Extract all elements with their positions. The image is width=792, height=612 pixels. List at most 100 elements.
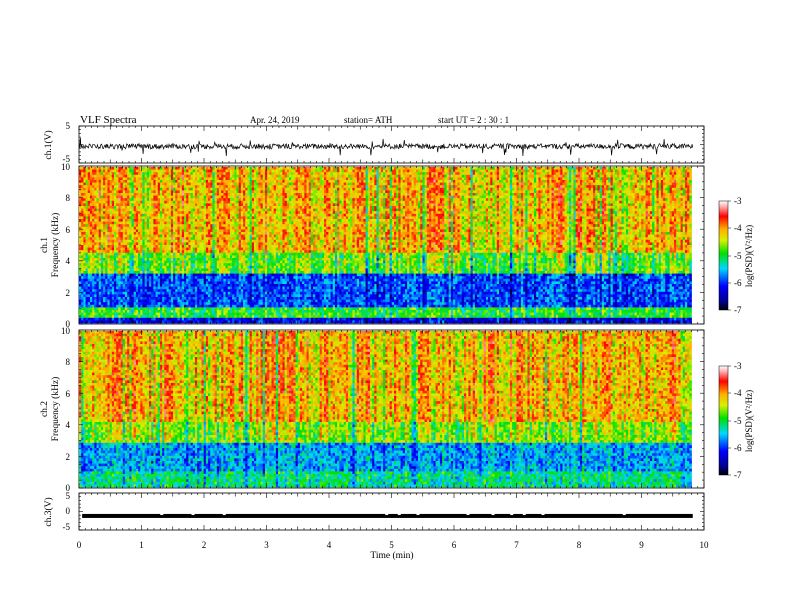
spectrogram-cell: [552, 185, 555, 188]
spectrogram-cell: [372, 183, 375, 186]
spectrogram-cell: [158, 201, 161, 204]
spectrogram-cell: [204, 172, 207, 175]
spectrogram-cell: [503, 198, 506, 201]
spectrogram-cell: [451, 198, 454, 201]
spectrogram-cell: [486, 177, 489, 180]
spectrogram-cell: [565, 193, 568, 196]
spectrogram-cell: [97, 196, 100, 199]
spectrogram-cell: [114, 196, 117, 199]
spectrogram-cell: [552, 177, 555, 180]
spectrogram-cell: [92, 198, 95, 201]
spectrogram-cell: [595, 180, 598, 183]
spectrogram-cell: [460, 196, 463, 199]
spectrogram-cell: [659, 201, 662, 204]
spectrogram-cell: [576, 185, 579, 188]
spectrogram-cell: [587, 185, 590, 188]
spectrogram-cell: [554, 203, 557, 206]
spectrogram-cell: [552, 196, 555, 199]
spectrogram-cell: [525, 185, 528, 188]
spectrogram-cell: [103, 177, 106, 180]
spectrogram-cell: [501, 190, 504, 193]
spectrogram-cell: [202, 201, 205, 204]
spectrogram-cell: [488, 198, 491, 201]
spectrogram-cell: [624, 167, 627, 170]
spectrogram-cell: [169, 193, 172, 196]
spectrogram-cell: [560, 175, 563, 178]
spectrogram-cell: [140, 193, 143, 196]
spectrogram-cell: [580, 177, 583, 180]
spectrogram-cell: [420, 196, 423, 199]
spectrogram-cell: [258, 170, 261, 173]
spectrogram-cell: [617, 188, 620, 191]
spectrogram-cell: [132, 185, 135, 188]
spectrogram-cell: [261, 177, 264, 180]
spectrogram-cell: [210, 167, 213, 170]
spectrogram-cell: [348, 193, 351, 196]
spectrogram-cell: [492, 172, 495, 175]
spectrogram-cell: [142, 188, 145, 191]
spectrogram-cell: [370, 198, 373, 201]
spectrogram-cell: [429, 183, 432, 186]
spectrogram-cell: [254, 183, 257, 186]
spectrogram-cell: [313, 188, 316, 191]
spectrogram-cell: [134, 201, 137, 204]
spectrogram-cell: [296, 201, 299, 204]
spectrogram-cell: [254, 203, 257, 206]
spectrogram-cell: [269, 185, 272, 188]
spectrogram-cell: [169, 180, 172, 183]
spectrogram-cell: [195, 170, 198, 173]
spectrogram-cell: [639, 196, 642, 199]
spectrogram-cell: [508, 203, 511, 206]
spectrogram-cell: [127, 183, 130, 186]
spectrogram-cell: [132, 201, 135, 204]
spectrogram-cell: [140, 172, 143, 175]
spectrogram-cell: [256, 170, 259, 173]
spectrogram-cell: [363, 167, 366, 170]
spectrogram-cell: [164, 201, 167, 204]
spectrogram-cell: [296, 170, 299, 173]
spectrogram-cell: [359, 183, 362, 186]
spectrogram-cell: [628, 177, 631, 180]
spectrogram-cell: [641, 175, 644, 178]
spectrogram-cell: [167, 167, 170, 170]
spectrogram-cell: [661, 183, 664, 186]
spectrogram-cell: [234, 172, 237, 175]
spectrogram-cell: [377, 180, 380, 183]
spectrogram-cell: [344, 180, 347, 183]
spectrogram-cell: [219, 167, 222, 170]
spectrogram-cell: [571, 201, 574, 204]
spectrogram-cell: [127, 196, 130, 199]
spectrogram-cell: [652, 172, 655, 175]
spectrogram-cell: [654, 177, 657, 180]
spectrogram-cell: [409, 201, 412, 204]
spectrogram-cell: [632, 196, 635, 199]
spectrogram-cell: [184, 170, 187, 173]
spectrogram-cell: [276, 167, 279, 170]
spectrogram-cell: [134, 172, 137, 175]
spectrogram-cell: [132, 190, 135, 193]
spectrogram-cell: [683, 185, 686, 188]
spectrogram-cell: [188, 201, 191, 204]
spectrogram-cell: [667, 183, 670, 186]
spectrogram-cell: [156, 193, 159, 196]
spectrogram-cell: [538, 188, 541, 191]
spectrogram-cell: [107, 172, 110, 175]
spectrogram-cell: [309, 177, 312, 180]
spectrogram-cell: [573, 185, 576, 188]
spectrogram-cell: [302, 177, 305, 180]
spectrogram-cell: [589, 183, 592, 186]
spectrogram-cell: [83, 203, 86, 206]
spectrogram-cell: [392, 196, 395, 199]
spectrogram-cell: [626, 185, 629, 188]
spectrogram-cell: [92, 170, 95, 173]
spectrogram-cell: [339, 185, 342, 188]
spectrogram-cell: [438, 193, 441, 196]
spectrogram-cell: [86, 170, 89, 173]
spectrogram-cell: [92, 183, 95, 186]
spectrogram-cell: [560, 172, 563, 175]
spectrogram-cell: [245, 196, 248, 199]
spectrogram-cell: [285, 193, 288, 196]
spectrogram-cell: [442, 196, 445, 199]
spectrogram-cell: [254, 196, 257, 199]
spectrogram-cell: [377, 185, 380, 188]
